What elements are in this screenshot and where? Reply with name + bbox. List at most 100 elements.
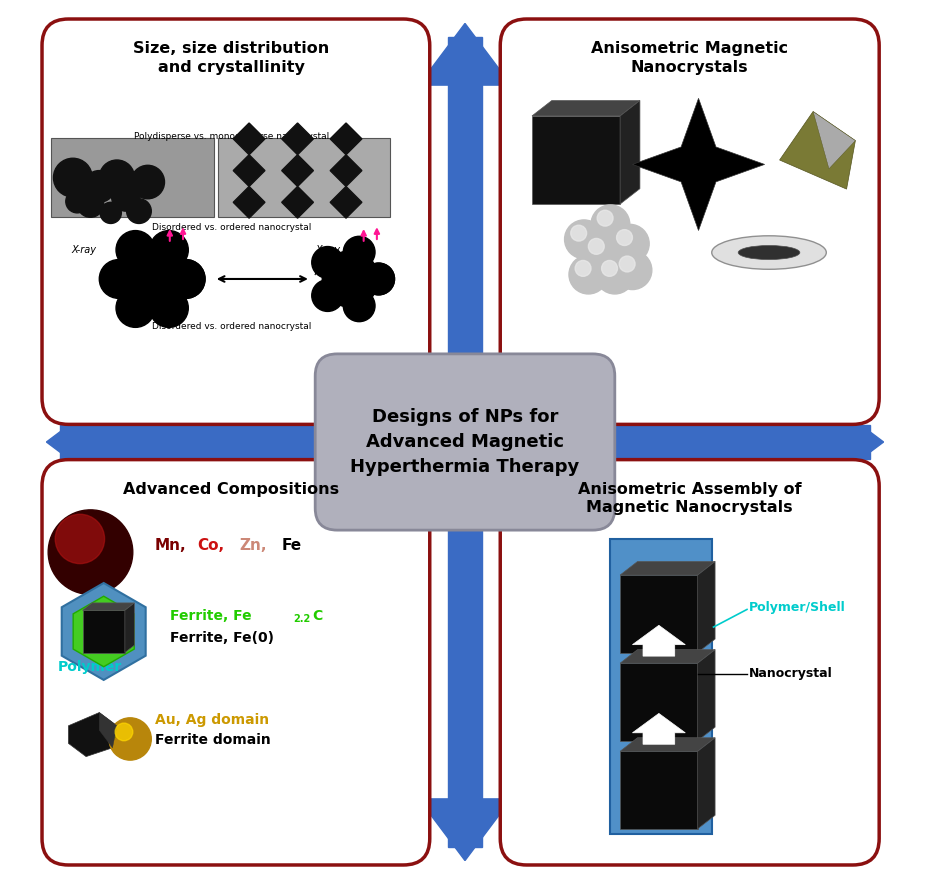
Circle shape — [363, 263, 394, 295]
FancyBboxPatch shape — [219, 138, 390, 217]
Text: Polymer: Polymer — [58, 659, 122, 674]
Circle shape — [109, 718, 152, 760]
Text: Au, Ag domain: Au, Ag domain — [154, 713, 269, 727]
Polygon shape — [620, 751, 698, 829]
Polygon shape — [83, 610, 125, 652]
Circle shape — [116, 231, 154, 270]
Circle shape — [166, 260, 205, 299]
Circle shape — [312, 279, 343, 311]
Polygon shape — [282, 123, 313, 155]
Circle shape — [322, 251, 379, 307]
Circle shape — [53, 158, 92, 197]
Text: Anisometric Magnetic
Nanocrystals: Anisometric Magnetic Nanocrystals — [591, 41, 789, 74]
Circle shape — [343, 290, 375, 322]
Text: 2.2: 2.2 — [293, 614, 311, 624]
Text: Polydisperse vs. monodisperse nanocrystal: Polydisperse vs. monodisperse nanocrysta… — [134, 132, 329, 141]
Polygon shape — [233, 123, 265, 155]
Circle shape — [602, 261, 618, 277]
Polygon shape — [282, 187, 313, 218]
Bar — [60, 425, 870, 459]
Text: Ferrite, Fe(0): Ferrite, Fe(0) — [170, 630, 273, 644]
Text: Fe: Fe — [282, 538, 302, 553]
Bar — [448, 36, 482, 848]
Circle shape — [582, 233, 621, 272]
Text: Ferrite, Fe: Ferrite, Fe — [170, 609, 251, 623]
Text: Zn,: Zn, — [239, 538, 267, 553]
Circle shape — [100, 160, 135, 195]
Polygon shape — [620, 561, 715, 575]
Polygon shape — [532, 101, 640, 116]
Text: Designs of NPs for
Advanced Magnetic
Hyperthermia Therapy: Designs of NPs for Advanced Magnetic Hyp… — [351, 408, 579, 476]
Circle shape — [610, 225, 649, 263]
Polygon shape — [418, 23, 512, 85]
FancyBboxPatch shape — [42, 460, 430, 865]
Text: Ferrite domain: Ferrite domain — [154, 733, 271, 747]
Circle shape — [312, 247, 343, 278]
Text: Anisometric Assembly of
Magnetic Nanocrystals: Anisometric Assembly of Magnetic Nanocry… — [578, 482, 802, 515]
FancyBboxPatch shape — [610, 539, 711, 834]
Circle shape — [150, 288, 188, 327]
Ellipse shape — [711, 236, 826, 270]
FancyBboxPatch shape — [51, 138, 214, 217]
Polygon shape — [620, 101, 640, 204]
Circle shape — [619, 256, 635, 272]
Polygon shape — [620, 650, 715, 663]
Polygon shape — [233, 155, 265, 187]
Polygon shape — [233, 187, 265, 218]
Text: Disordered vs. ordered nanocrystal: Disordered vs. ordered nanocrystal — [152, 223, 312, 232]
Polygon shape — [69, 713, 117, 757]
Circle shape — [150, 231, 188, 270]
Circle shape — [595, 255, 634, 294]
Circle shape — [112, 183, 140, 211]
FancyBboxPatch shape — [315, 354, 615, 530]
Circle shape — [100, 202, 121, 224]
Circle shape — [571, 225, 587, 241]
Polygon shape — [418, 799, 512, 861]
Polygon shape — [330, 187, 362, 218]
Circle shape — [363, 263, 394, 295]
Polygon shape — [282, 155, 313, 187]
Circle shape — [617, 230, 632, 246]
Circle shape — [115, 242, 189, 316]
Text: Disordered vs. ordered nanocrystal: Disordered vs. ordered nanocrystal — [152, 322, 312, 332]
Circle shape — [613, 251, 652, 290]
Text: X-ray: X-ray — [316, 245, 341, 255]
Polygon shape — [83, 603, 134, 610]
Polygon shape — [73, 596, 134, 667]
Polygon shape — [125, 603, 134, 652]
Polygon shape — [61, 583, 146, 680]
Circle shape — [343, 236, 375, 268]
Circle shape — [565, 220, 604, 259]
Polygon shape — [532, 116, 620, 204]
Polygon shape — [698, 650, 715, 741]
Polygon shape — [632, 713, 685, 744]
Polygon shape — [632, 625, 685, 656]
Circle shape — [48, 510, 133, 594]
Polygon shape — [620, 663, 698, 741]
Circle shape — [569, 255, 608, 294]
Text: Mn,: Mn, — [154, 538, 186, 553]
FancyBboxPatch shape — [500, 460, 879, 865]
Circle shape — [575, 261, 591, 277]
Circle shape — [126, 199, 152, 224]
Text: Polymer/Shell: Polymer/Shell — [749, 601, 845, 614]
Polygon shape — [822, 396, 884, 488]
Circle shape — [115, 723, 133, 741]
Circle shape — [116, 288, 154, 327]
Circle shape — [166, 260, 205, 299]
Circle shape — [55, 514, 104, 564]
Circle shape — [591, 205, 630, 244]
Text: Size, size distribution
and crystallinity: Size, size distribution and crystallinit… — [133, 41, 329, 74]
Circle shape — [84, 171, 115, 202]
Circle shape — [66, 190, 88, 213]
Polygon shape — [100, 713, 117, 748]
Circle shape — [131, 165, 165, 199]
Text: C: C — [312, 609, 323, 623]
Text: Co,: Co, — [197, 538, 224, 553]
Polygon shape — [779, 111, 856, 189]
Polygon shape — [330, 155, 362, 187]
Polygon shape — [632, 98, 764, 231]
Polygon shape — [813, 111, 856, 169]
Polygon shape — [620, 738, 715, 751]
Polygon shape — [46, 396, 108, 488]
